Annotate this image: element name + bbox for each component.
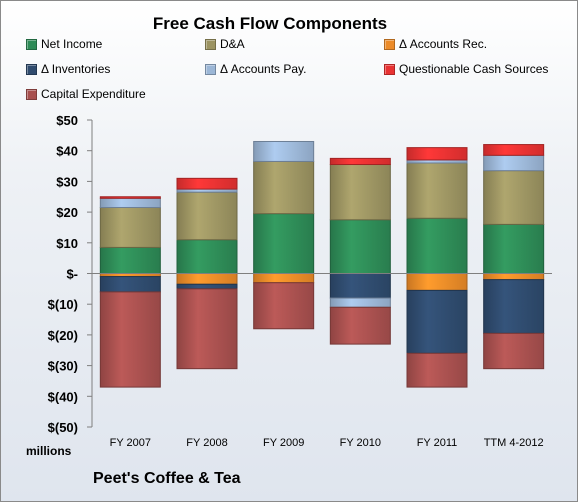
x-tick-label: FY 2009 (263, 437, 304, 449)
bar-segment (406, 147, 468, 161)
y-tick-label: $(40) (48, 389, 78, 404)
y-tick-label: $10 (56, 236, 78, 251)
y-tick-label: $- (66, 267, 78, 282)
bar-segment (329, 306, 391, 345)
bar-segment (483, 273, 545, 281)
y-tick-label: $(10) (48, 297, 78, 312)
bar-segment (253, 213, 315, 274)
x-tick-label: FY 2010 (340, 437, 381, 449)
x-tick-label: FY 2011 (417, 437, 458, 449)
chart-legend: Net Income D&A Δ Accounts Rec. Δ Inventorie… (0, 36, 578, 106)
legend-label: Δ Inventories (41, 62, 111, 76)
legend-label: Questionable Cash Sources (399, 62, 549, 76)
bar-segment (406, 162, 468, 219)
bar-segment (406, 217, 468, 275)
chart-title: Free Cash Flow Components (152, 14, 388, 33)
units-label: millions (26, 444, 72, 458)
legend-label: D&A (220, 37, 245, 51)
y-tick-label: $20 (56, 205, 78, 220)
bar-segment (99, 291, 161, 388)
bar-segment (99, 196, 161, 199)
x-tick-label: FY 2008 (186, 437, 227, 449)
legend-label: Net Income (41, 37, 103, 51)
chart-plot: $50 $40 $30 $20 $10 $- $(10) $(20) $(30) $(40) $(5… (48, 113, 552, 449)
bar-segment (483, 170, 545, 225)
bar-segment (99, 197, 161, 208)
y-tick-label: $(50) (48, 420, 78, 435)
bar-segment (253, 160, 315, 215)
bar-segment (329, 157, 391, 166)
y-tick-label: $(20) (48, 328, 78, 343)
legend-swatch (205, 63, 216, 75)
y-tick-label: $40 (56, 144, 78, 159)
bar-segment (253, 273, 315, 284)
x-tick-label: TTM 4-2012 (484, 437, 544, 449)
bar-segment (253, 282, 315, 330)
legend-item: Δ Inventories (26, 61, 110, 77)
legend-item: Δ Accounts Pay. (205, 61, 307, 77)
legend-item: Questionable Cash Sources (384, 61, 548, 77)
bar-segment (176, 191, 238, 241)
legend-item: D&A (205, 36, 245, 52)
bar-segment (329, 164, 391, 221)
bar-segment (99, 246, 161, 274)
legend-swatch (384, 63, 395, 75)
bar-segment (99, 206, 161, 248)
bar-segment (253, 140, 315, 162)
y-tick-label: $50 (56, 113, 78, 128)
bar-segment (176, 177, 238, 190)
bar-segment (483, 154, 545, 172)
legend-item: Capital Expenditure (26, 86, 146, 102)
bar-segment (406, 352, 468, 388)
bar-segment (329, 273, 391, 299)
bar-segment (176, 288, 238, 370)
bar-segment (483, 332, 545, 370)
y-tick-label: $30 (56, 174, 78, 189)
legend-swatch (26, 38, 37, 50)
legend-swatch (205, 38, 216, 50)
bar-segment (176, 273, 238, 285)
legend-swatch (26, 63, 37, 75)
legend-label: Capital Expenditure (41, 87, 146, 101)
bar-segment (483, 144, 545, 156)
legend-item: Net Income (26, 36, 102, 52)
bar-segment (99, 276, 161, 293)
company-name: Peet's Coffee & Tea (93, 470, 241, 487)
bar-segment (176, 283, 238, 290)
bar-segment (483, 279, 545, 334)
bar-segment (176, 239, 238, 274)
legend-item: Δ Accounts Rec. (384, 36, 487, 52)
legend-label: Δ Accounts Rec. (399, 37, 488, 51)
legend-swatch (384, 38, 395, 50)
y-tick-label: $(30) (48, 359, 78, 374)
bar-segment (406, 273, 468, 291)
legend-label: Δ Accounts Pay. (220, 62, 307, 76)
x-tick-label: FY 2007 (110, 437, 151, 449)
bar-segment (483, 223, 545, 275)
legend-swatch (26, 88, 37, 100)
bar-segment (406, 289, 468, 354)
bar-segment (329, 219, 391, 274)
bar-segment (329, 297, 391, 308)
